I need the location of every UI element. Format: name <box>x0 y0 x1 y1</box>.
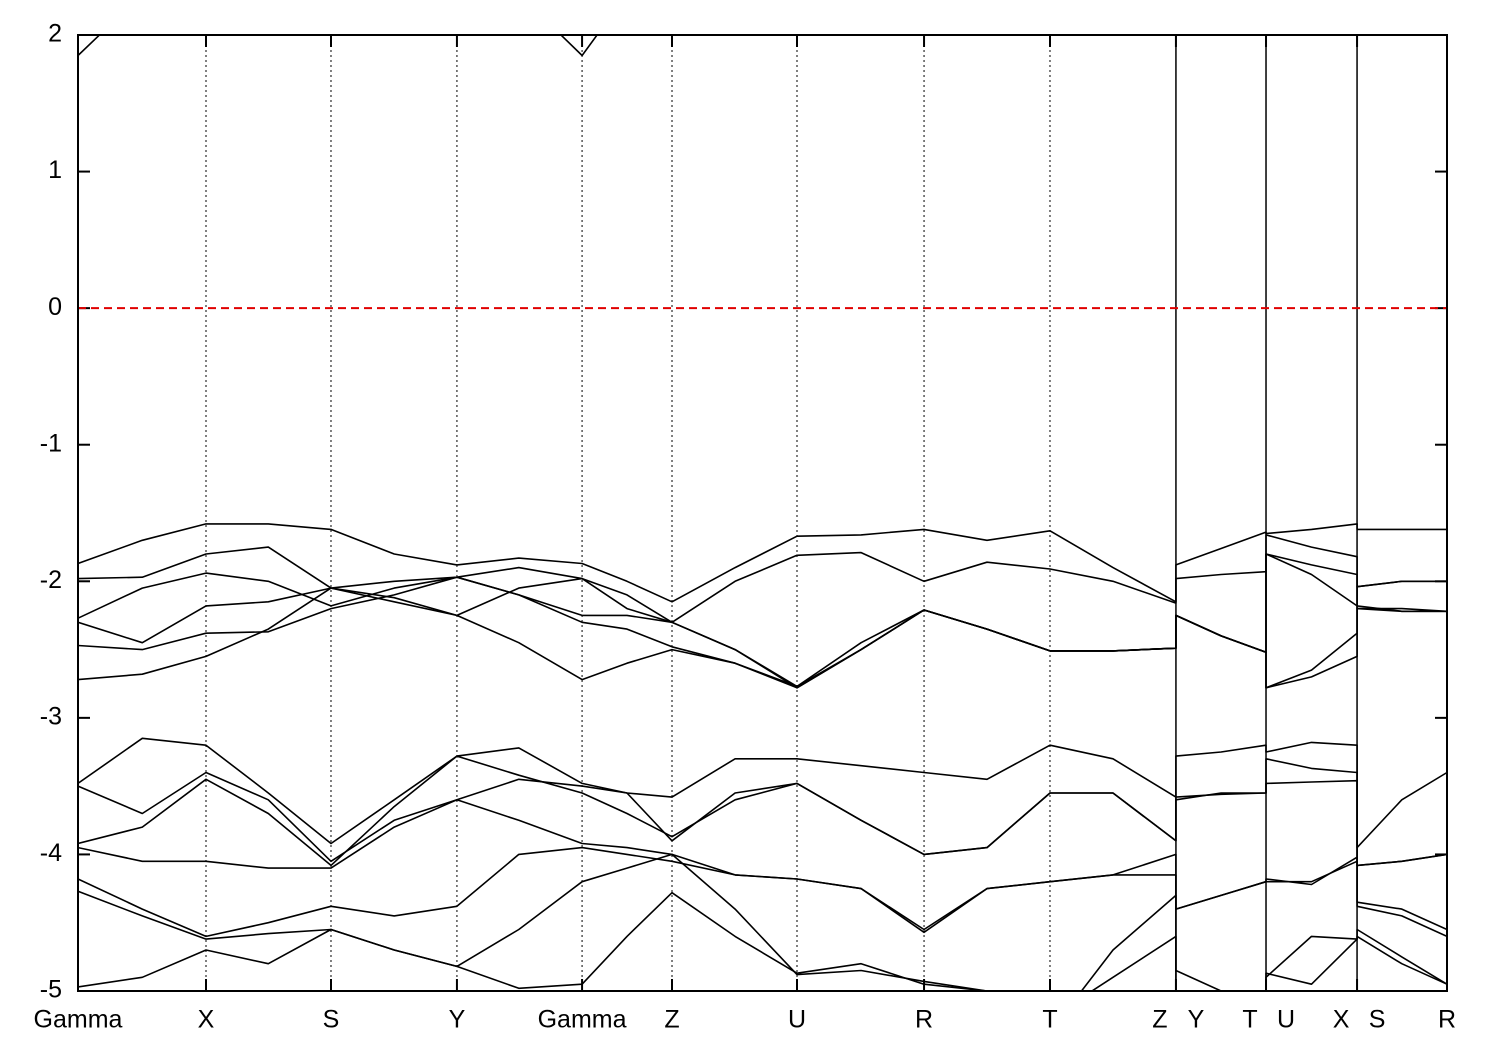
band-line <box>78 534 1447 688</box>
band-line <box>78 737 1447 849</box>
grid <box>77 34 1448 992</box>
x-tick-label: X <box>1333 1006 1350 1034</box>
x-tick-label: T <box>1242 1006 1257 1034</box>
x-tick-label: S <box>323 1006 340 1034</box>
x-tick-label: Z <box>664 1006 679 1034</box>
y-tick-label: -3 <box>40 702 62 730</box>
x-tick-label: Y <box>449 1006 466 1034</box>
y-tick-label: -1 <box>40 429 62 457</box>
x-tick-label: Gamma <box>34 1006 123 1034</box>
x-tick-label: X <box>198 1006 215 1034</box>
band-line <box>78 799 1447 931</box>
y-tick-label: 0 <box>48 293 62 321</box>
band-line <box>78 576 1447 689</box>
band-line <box>78 546 1447 624</box>
band-line <box>78 755 1447 867</box>
band-line <box>78 758 1447 867</box>
y-tick-label: 2 <box>48 20 62 48</box>
plot-frame <box>77 34 1448 992</box>
band-line <box>78 846 1447 938</box>
x-tick-label: Y <box>1188 1006 1205 1034</box>
x-tick-label: T <box>1042 1006 1057 1034</box>
x-tick-label: R <box>915 1006 933 1034</box>
band-line <box>78 553 1447 689</box>
x-tick-label: U <box>788 1006 806 1034</box>
band-line <box>78 891 1447 991</box>
bands <box>78 35 1447 991</box>
y-tick-label: -4 <box>40 839 62 867</box>
band-line <box>78 35 599 57</box>
x-tick-label: Gamma <box>538 1006 627 1034</box>
y-tick-label: -5 <box>40 976 62 1004</box>
band-line <box>78 523 1447 603</box>
y-tick-label: -2 <box>40 566 62 594</box>
x-tick-label: R <box>1438 1006 1456 1034</box>
y-tick-label: 1 <box>48 156 62 184</box>
x-tick-label: S <box>1369 1006 1386 1034</box>
x-tick-label: U <box>1277 1006 1295 1034</box>
band-line <box>78 580 1447 689</box>
x-tick-label: Z <box>1152 1006 1167 1034</box>
